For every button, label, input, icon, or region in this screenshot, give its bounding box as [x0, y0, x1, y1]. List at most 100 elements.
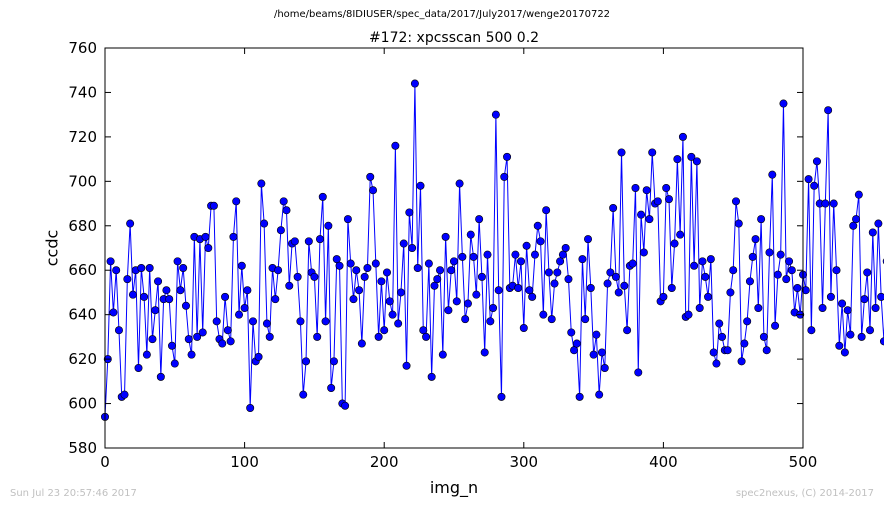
data-point	[676, 230, 685, 239]
data-point	[726, 288, 735, 297]
data-point	[441, 232, 450, 241]
data-point	[489, 303, 498, 312]
data-layer	[101, 79, 884, 421]
data-point	[433, 275, 442, 284]
data-point	[664, 195, 673, 204]
data-point	[349, 295, 358, 304]
data-point	[494, 286, 503, 295]
data-point	[600, 363, 609, 372]
data-point	[838, 299, 847, 308]
data-point	[542, 206, 551, 215]
data-point	[614, 288, 623, 297]
data-point	[871, 303, 880, 312]
data-point	[235, 310, 244, 319]
data-point	[363, 263, 372, 272]
data-point	[332, 255, 341, 264]
data-point	[126, 219, 135, 228]
data-point	[547, 315, 556, 324]
data-point	[536, 237, 545, 246]
data-point	[539, 310, 548, 319]
data-point	[248, 317, 257, 326]
data-point	[561, 244, 570, 253]
data-point	[212, 317, 221, 326]
data-point	[179, 263, 188, 272]
data-point	[567, 328, 576, 337]
data-point	[366, 172, 375, 181]
data-point	[824, 106, 833, 115]
data-point	[394, 319, 403, 328]
data-point	[737, 357, 746, 366]
data-point	[218, 339, 227, 348]
data-point	[315, 235, 324, 244]
data-point	[503, 152, 512, 161]
data-point	[673, 155, 682, 164]
data-point	[257, 179, 266, 188]
data-point	[410, 79, 419, 88]
data-point	[209, 201, 218, 210]
data-point	[114, 326, 123, 335]
data-point	[279, 197, 288, 206]
data-point	[408, 244, 417, 253]
data-point	[734, 219, 743, 228]
data-point	[564, 275, 573, 284]
data-point	[352, 266, 361, 275]
data-point	[304, 237, 313, 246]
data-point	[500, 172, 509, 181]
data-point	[184, 335, 193, 344]
data-point	[835, 341, 844, 350]
y-tick-label: 760	[68, 39, 97, 57]
data-point	[452, 297, 461, 306]
footer-credit: spec2nexus, (C) 2014-2017	[735, 488, 874, 499]
y-tick-label: 580	[68, 439, 97, 457]
data-point	[265, 332, 274, 341]
data-point	[759, 332, 768, 341]
data-point	[530, 250, 539, 259]
data-point	[821, 199, 830, 208]
data-point	[840, 348, 849, 357]
x-tick-label: 500	[789, 453, 818, 471]
data-point	[581, 315, 590, 324]
data-point	[877, 292, 884, 301]
data-point	[570, 346, 579, 355]
data-point	[329, 357, 338, 366]
data-point	[313, 332, 322, 341]
data-point	[335, 261, 344, 270]
data-point	[701, 272, 710, 281]
y-tick-label: 660	[68, 261, 97, 279]
data-point	[592, 330, 601, 339]
y-tick-label: 740	[68, 83, 97, 101]
data-point	[874, 219, 883, 228]
data-point	[123, 275, 132, 284]
data-point	[296, 317, 305, 326]
data-point	[606, 268, 615, 277]
data-point	[620, 281, 629, 290]
data-point	[771, 321, 780, 330]
data-point	[768, 170, 777, 179]
data-point	[634, 368, 643, 377]
data-point	[360, 272, 369, 281]
data-point	[852, 215, 861, 224]
data-point	[525, 286, 534, 295]
data-point	[695, 303, 704, 312]
y-tick-label: 720	[68, 128, 97, 146]
data-point	[357, 339, 366, 348]
data-point	[369, 186, 378, 195]
data-point	[511, 250, 520, 259]
data-point	[402, 361, 411, 370]
x-tick-label: 0	[100, 453, 110, 471]
y-tick-label: 680	[68, 217, 97, 235]
data-point	[254, 352, 263, 361]
data-point	[595, 390, 604, 399]
data-point	[176, 286, 185, 295]
data-point	[879, 337, 884, 346]
data-point	[684, 310, 693, 319]
data-point	[740, 339, 749, 348]
data-point	[310, 272, 319, 281]
data-point	[729, 266, 738, 275]
data-point	[198, 328, 207, 337]
data-point	[659, 292, 668, 301]
x-tick-label: 300	[509, 453, 538, 471]
data-point	[145, 263, 154, 272]
data-point	[377, 277, 386, 286]
data-point	[779, 99, 788, 108]
